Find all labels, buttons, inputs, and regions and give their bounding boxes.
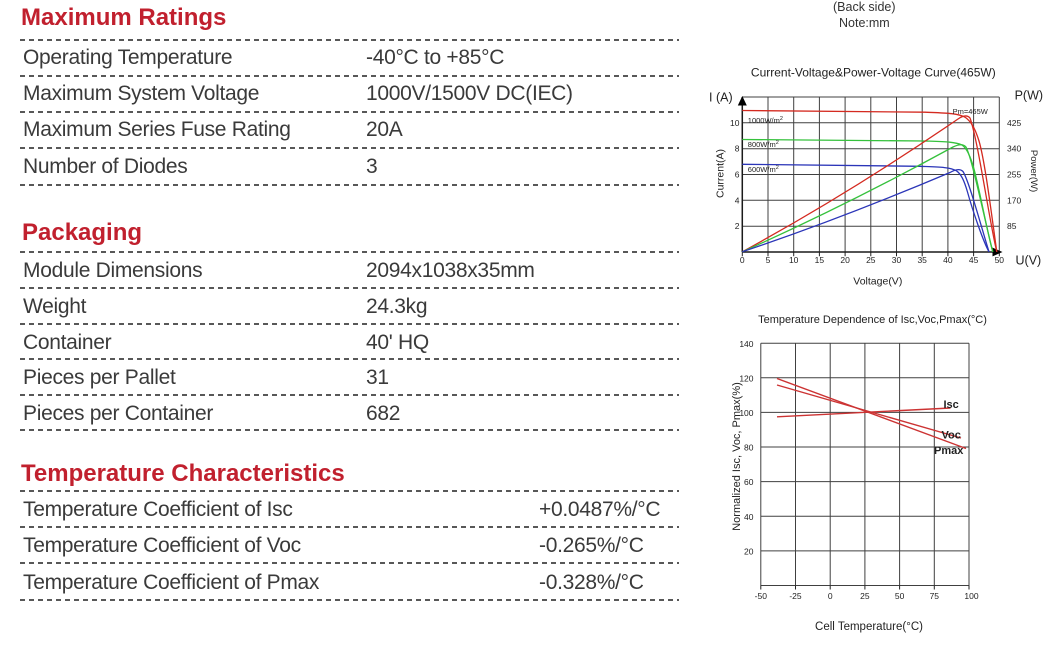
svg-text:Temperature Dependence of Isc,: Temperature Dependence of Isc,Voc,Pmax(°…	[758, 314, 987, 326]
svg-text:-25: -25	[789, 591, 802, 601]
svg-text:30: 30	[892, 255, 902, 265]
svg-text:-50: -50	[755, 591, 768, 601]
svg-text:6: 6	[735, 170, 740, 180]
svg-text:Voc: Voc	[942, 430, 961, 442]
svg-text:4: 4	[735, 195, 740, 205]
svg-text:Pm=465W: Pm=465W	[953, 107, 989, 116]
svg-text:10: 10	[730, 118, 740, 128]
svg-text:50: 50	[895, 591, 905, 601]
svg-text:Pmax: Pmax	[934, 445, 964, 457]
svg-text:5: 5	[766, 255, 771, 265]
svg-text:40: 40	[943, 255, 953, 265]
svg-text:800W/m2: 800W/m2	[748, 140, 779, 149]
svg-text:20: 20	[840, 255, 850, 265]
svg-text:1000W/m2: 1000W/m2	[748, 116, 783, 125]
svg-text:8: 8	[735, 144, 740, 154]
svg-text:20: 20	[744, 547, 754, 557]
svg-text:340: 340	[1007, 144, 1021, 154]
svg-text:600W/m2: 600W/m2	[748, 165, 779, 174]
svg-text:140: 140	[739, 339, 753, 349]
svg-text:45: 45	[969, 255, 979, 265]
svg-text:170: 170	[1007, 195, 1021, 205]
svg-text:100: 100	[739, 408, 753, 418]
svg-text:50: 50	[995, 255, 1005, 265]
svg-text:Current-Voltage&Power-Voltage: Current-Voltage&Power-Voltage Curve(465W…	[751, 66, 996, 80]
svg-text:75: 75	[930, 591, 940, 601]
svg-text:35: 35	[917, 255, 927, 265]
svg-text:Voltage(V): Voltage(V)	[853, 276, 902, 288]
svg-text:Power(W): Power(W)	[1028, 150, 1039, 192]
svg-text:Current(A): Current(A)	[715, 149, 727, 198]
svg-text:60: 60	[744, 477, 754, 487]
svg-text:25: 25	[860, 591, 870, 601]
svg-text:120: 120	[739, 373, 753, 383]
svg-text:80: 80	[744, 443, 754, 453]
svg-text:I (A): I (A)	[709, 91, 733, 105]
svg-text:425: 425	[1007, 118, 1021, 128]
svg-text:255: 255	[1007, 170, 1021, 180]
svg-text:P(W): P(W)	[1015, 89, 1043, 103]
svg-text:10: 10	[789, 255, 799, 265]
svg-text:Normalized Isc, Voc, Pmax(%): Normalized Isc, Voc, Pmax(%)	[731, 382, 743, 531]
svg-text:40: 40	[744, 512, 754, 522]
svg-text:U(V): U(V)	[1016, 254, 1042, 268]
svg-text:85: 85	[1007, 221, 1017, 231]
svg-text:100: 100	[964, 591, 978, 601]
svg-text:15: 15	[815, 255, 825, 265]
svg-text:Isc: Isc	[944, 399, 959, 411]
svg-text:0: 0	[740, 255, 745, 265]
svg-text:25: 25	[866, 255, 876, 265]
svg-text:0: 0	[828, 591, 833, 601]
svg-text:2: 2	[735, 221, 740, 231]
svg-text:Cell Temperature(°C): Cell Temperature(°C)	[815, 621, 923, 633]
